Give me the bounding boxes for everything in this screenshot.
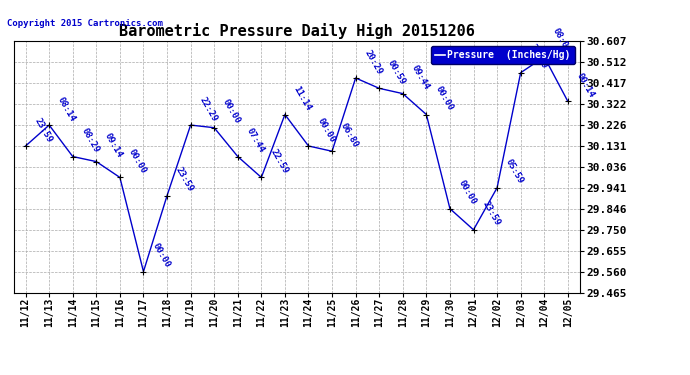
Text: 00:00: 00:00 xyxy=(457,179,478,207)
Legend: Pressure  (Inches/Hg): Pressure (Inches/Hg) xyxy=(431,46,575,64)
Text: 23:59: 23:59 xyxy=(32,116,54,144)
Title: Barometric Pressure Daily High 20151206: Barometric Pressure Daily High 20151206 xyxy=(119,23,475,39)
Text: 23:59: 23:59 xyxy=(480,200,502,228)
Text: 07:44: 07:44 xyxy=(245,127,266,154)
Text: 08:14: 08:14 xyxy=(56,95,77,123)
Text: 00:00: 00:00 xyxy=(221,98,242,126)
Text: 23:59: 23:59 xyxy=(174,166,195,194)
Text: 00:00: 00:00 xyxy=(315,116,337,144)
Text: 00:00: 00:00 xyxy=(150,242,172,269)
Text: 22:59: 22:59 xyxy=(268,147,290,175)
Text: 09:44: 09:44 xyxy=(410,64,431,92)
Text: 08:29: 08:29 xyxy=(79,127,101,154)
Text: Copyright 2015 Cartronics.com: Copyright 2015 Cartronics.com xyxy=(7,19,163,28)
Text: 08:04: 08:04 xyxy=(551,27,573,55)
Text: 20:29: 20:29 xyxy=(362,48,384,76)
Text: 22:29: 22:29 xyxy=(197,95,219,123)
Text: 11:14: 11:14 xyxy=(292,85,313,112)
Text: 27:59: 27:59 xyxy=(528,43,549,70)
Text: 00:59: 00:59 xyxy=(386,58,407,86)
Text: 09:14: 09:14 xyxy=(104,132,124,159)
Text: 05:59: 05:59 xyxy=(504,158,525,186)
Text: 00:00: 00:00 xyxy=(127,147,148,175)
Text: 00:00: 00:00 xyxy=(433,85,455,112)
Text: 00:14: 00:14 xyxy=(575,71,596,99)
Text: 06:80: 06:80 xyxy=(339,122,360,149)
